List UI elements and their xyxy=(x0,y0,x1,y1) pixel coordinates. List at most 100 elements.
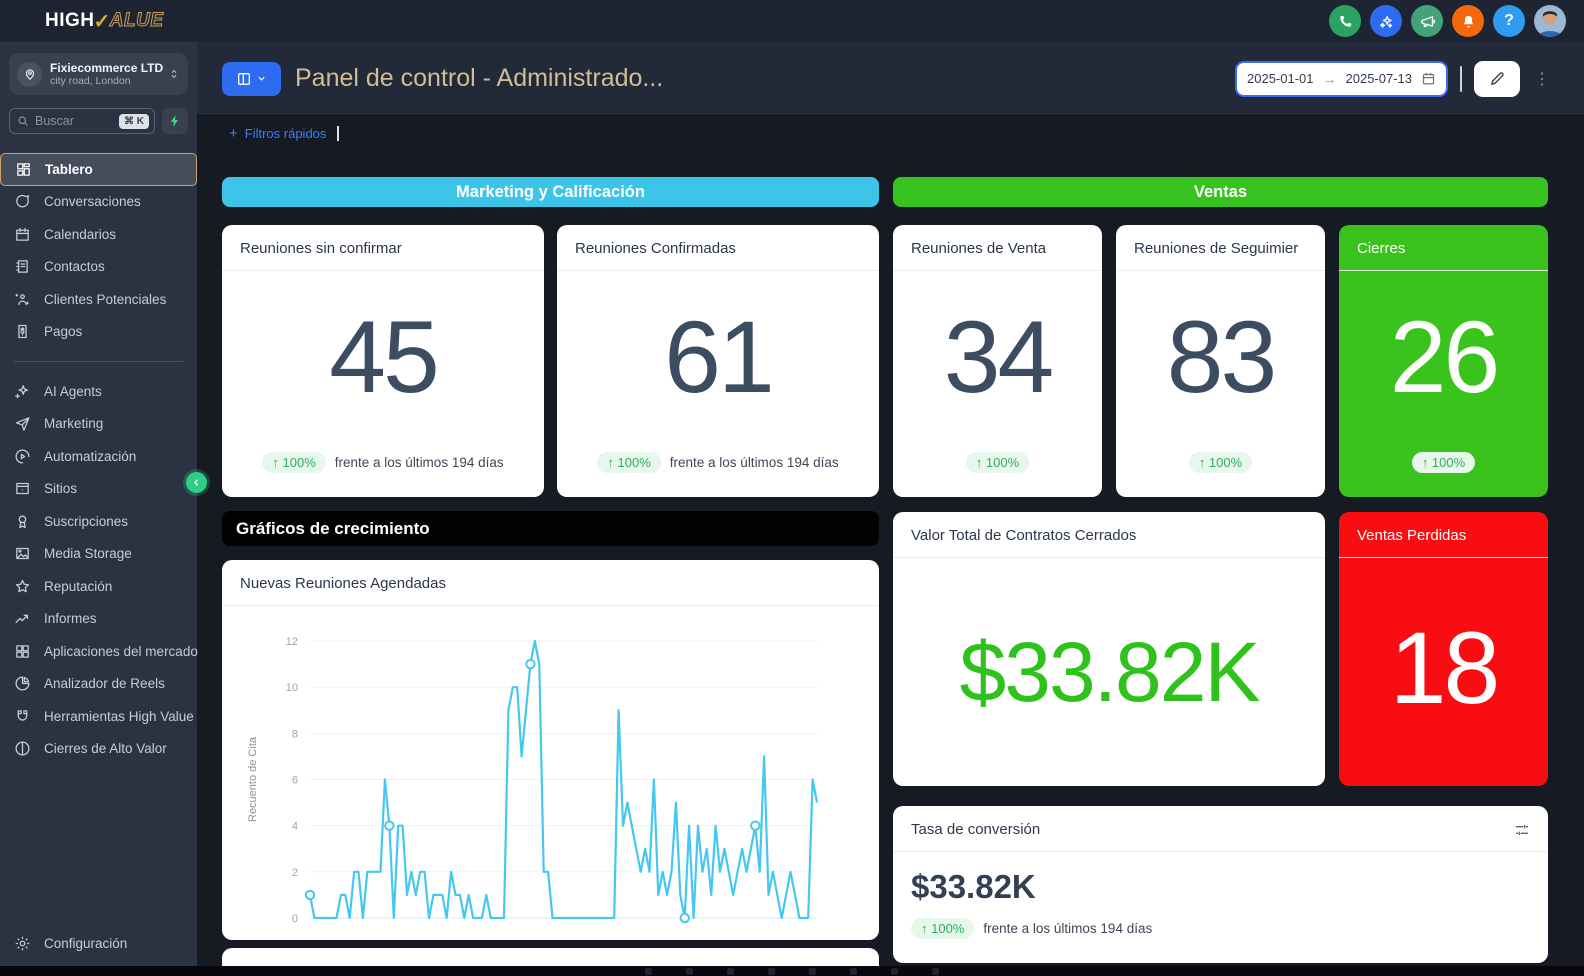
user-avatar[interactable] xyxy=(1534,5,1566,37)
sidebar-item-conversaciones[interactable]: Conversaciones xyxy=(0,186,197,219)
svg-text:6: 6 xyxy=(292,775,298,787)
more-options-icon[interactable]: ⋮ xyxy=(1534,69,1550,89)
logo-text-high: HIGH xyxy=(45,10,95,32)
automation-icon xyxy=(14,448,31,465)
sidebar-item-sitios[interactable]: Sitios xyxy=(0,473,197,506)
stat-value: 83 xyxy=(1116,263,1325,452)
gear-icon xyxy=(14,935,31,952)
svg-text:0: 0 xyxy=(292,913,298,925)
sidebar-collapse-button[interactable] xyxy=(186,472,207,493)
sidebar-item-label: AI Agents xyxy=(44,384,102,399)
lost-sales-card: Ventas Perdidas 18 xyxy=(1339,512,1548,786)
sidebar-item-informes[interactable]: Informes xyxy=(0,603,197,636)
page-title: Panel de control - Administrado... xyxy=(295,64,1235,93)
sites-icon xyxy=(14,480,31,497)
lost-sales-value: 18 xyxy=(1339,550,1548,786)
page-header: Panel de control - Administrado... 2025-… xyxy=(197,42,1584,115)
sidebar-item-media-storage[interactable]: Media Storage xyxy=(0,538,197,571)
sidebar-item-clientes-potenciales[interactable]: Clientes Potenciales xyxy=(0,283,197,316)
help-icon: ? xyxy=(1504,12,1514,30)
avatar-image xyxy=(1534,5,1566,37)
sidebar-item-calendarios[interactable]: Calendarios xyxy=(0,218,197,251)
total-contracts-value: $33.82K xyxy=(893,558,1325,786)
reports-icon xyxy=(14,610,31,627)
sidebar-item-automatizaci-n[interactable]: Automatización xyxy=(0,440,197,473)
sidebar-item-aplicaciones-del-mercado[interactable]: Aplicaciones del mercado xyxy=(0,635,197,668)
sidebar-item-suscripciones[interactable]: Suscripciones xyxy=(0,505,197,538)
quick-filters-link[interactable]: Filtros rápidos xyxy=(245,126,327,141)
svg-text:12: 12 xyxy=(286,636,298,648)
stat-card-reuniones-confirmadas: Reuniones Confirmadas61↑ 100%frente a lo… xyxy=(557,225,879,497)
trend-badge: ↑ 100% xyxy=(911,918,974,939)
phone-button[interactable] xyxy=(1329,5,1361,37)
section-header-ventas: Ventas xyxy=(893,177,1548,207)
plus-icon[interactable]: + xyxy=(229,125,238,142)
sidebar-item-reputaci-n[interactable]: Reputación xyxy=(0,570,197,603)
header-divider xyxy=(1460,66,1462,92)
trend-badge: ↑ 100% xyxy=(966,452,1029,473)
date-end: 2025-07-13 xyxy=(1346,71,1413,86)
sidebar-item-label: Pagos xyxy=(44,324,82,339)
svg-text:10: 10 xyxy=(286,682,298,694)
chart-card: Nuevas Reuniones Agendadas 024681012Recu… xyxy=(222,560,879,940)
leads-icon xyxy=(14,291,31,308)
edit-dashboard-button[interactable] xyxy=(1474,61,1520,97)
stat-card-cierres: Cierres26↑ 100% xyxy=(1339,225,1548,497)
card-title: Valor Total de Contratos Cerrados xyxy=(911,527,1136,544)
trend-badge: ↑ 100% xyxy=(1412,452,1475,473)
location-icon xyxy=(17,62,42,87)
logo-text-value: ALUE xyxy=(110,10,164,32)
layout-icon xyxy=(236,71,252,87)
line-chart[interactable]: 024681012Recuento de Cita xyxy=(222,606,879,940)
system-taskbar xyxy=(0,966,1584,976)
account-switcher[interactable]: Fixiecommerce LTD city road, London xyxy=(9,53,188,95)
chevrons-updown-icon xyxy=(168,66,180,82)
sidebar-item-analizador-de-reels[interactable]: Analizador de Reels xyxy=(0,668,197,701)
sliders-icon[interactable] xyxy=(1514,822,1530,838)
sidebar-item-pagos[interactable]: Pagos xyxy=(0,316,197,349)
megaphone-button[interactable] xyxy=(1411,5,1443,37)
sidebar-item-tablero[interactable]: Tablero xyxy=(0,153,197,186)
chevron-down-icon xyxy=(256,73,267,84)
sidebar-item-contactos[interactable]: Contactos xyxy=(0,251,197,284)
help-button[interactable]: ? xyxy=(1493,5,1525,37)
sidebar-item-label: Conversaciones xyxy=(44,194,141,209)
stat-value: 26 xyxy=(1339,263,1548,452)
trend-badge: ↑ 100% xyxy=(1189,452,1252,473)
chart-data-marker xyxy=(306,891,314,899)
app-logo[interactable]: HIGH✓ALUE xyxy=(0,9,164,34)
check-icon: ✓ xyxy=(94,9,111,34)
stat-value: 34 xyxy=(893,263,1102,452)
search-input[interactable]: Buscar ⌘ K xyxy=(9,108,155,134)
sidebar-item-herramientas-high-value[interactable]: Herramientas High Value xyxy=(0,700,197,733)
account-name: Fixiecommerce LTD xyxy=(50,61,168,75)
svg-text:4: 4 xyxy=(292,821,298,833)
subscriptions-icon xyxy=(14,513,31,530)
sidebar-divider xyxy=(14,361,183,362)
marketing-column: Marketing y Calificación Reuniones sin c… xyxy=(222,177,879,976)
sidebar-item-label: Reputación xyxy=(44,579,112,594)
star-icon xyxy=(14,578,31,595)
grid-dashboard-icon xyxy=(15,161,32,178)
apps-grid-icon xyxy=(14,643,31,660)
search-placeholder: Buscar xyxy=(35,114,119,128)
sidebar-item-label: Contactos xyxy=(44,259,105,274)
sidebar-item-ai-agents[interactable]: AI Agents xyxy=(0,375,197,408)
sidebar-item-label: Configuración xyxy=(44,936,127,951)
search-icon xyxy=(17,115,29,127)
dashboard-selector-button[interactable] xyxy=(222,62,281,96)
sidebar-item-label: Clientes Potenciales xyxy=(44,292,166,307)
sidebar-item-configuracion[interactable]: Configuración xyxy=(0,928,197,961)
sidebar-item-cierres-de-alto-valor[interactable]: Cierres de Alto Valor xyxy=(0,733,197,766)
sidebar-item-label: Media Storage xyxy=(44,546,132,561)
quick-actions-button[interactable] xyxy=(162,108,188,134)
chat-icon xyxy=(14,193,31,210)
bell-button[interactable] xyxy=(1452,5,1484,37)
date-range-picker[interactable]: 2025-01-01 → 2025-07-13 xyxy=(1235,61,1448,97)
ai-sparkles-button[interactable] xyxy=(1370,5,1402,37)
sidebar-item-marketing[interactable]: Marketing xyxy=(0,408,197,441)
chevron-left-icon xyxy=(191,477,202,488)
text-cursor xyxy=(337,126,339,141)
section-header-marketing: Marketing y Calificación xyxy=(222,177,879,207)
pencil-icon xyxy=(1489,70,1506,87)
